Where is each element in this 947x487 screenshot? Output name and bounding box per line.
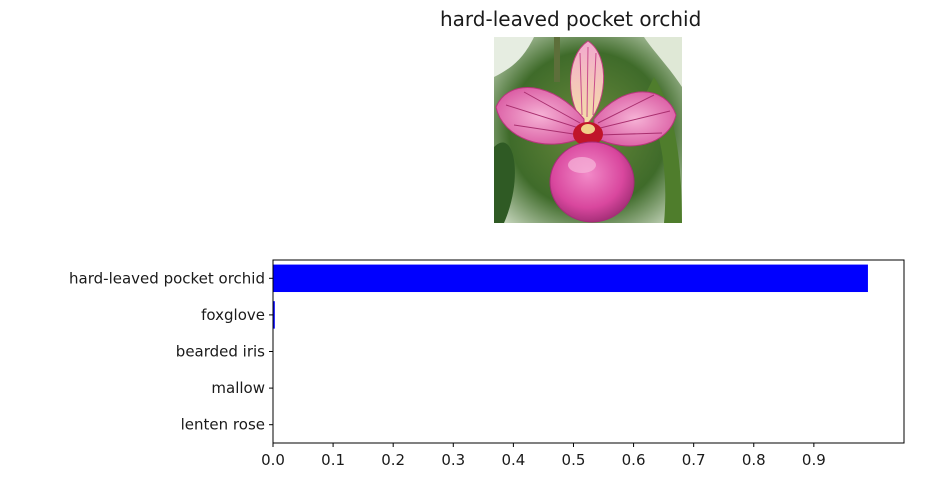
y-tick-label: hard-leaved pocket orchid [69,269,265,287]
bar-1 [273,301,275,329]
y-ticks: hard-leaved pocket orchid foxglove bearded… [69,269,273,434]
x-tick-label: 0.3 [441,451,465,469]
x-tick-label: 0.8 [742,451,766,469]
y-tick-label: bearded iris [176,343,265,361]
x-tick-label: 0.1 [321,451,345,469]
x-tick-label: 0.0 [261,451,285,469]
x-tick-label: 0.4 [501,451,525,469]
x-tick-label: 0.6 [622,451,646,469]
x-ticks: 0.0 0.1 0.2 0.3 0.4 0.5 0.6 0.7 0.8 0.9 [261,443,826,469]
x-tick-label: 0.5 [562,451,586,469]
orchid-photo [494,37,682,223]
figure-title: hard-leaved pocket orchid [440,6,740,32]
y-tick-label: foxglove [201,306,265,324]
y-tick-label: lenten rose [181,416,265,434]
bar-0 [273,264,868,293]
x-tick-label: 0.7 [682,451,706,469]
x-tick-label: 0.9 [802,451,826,469]
figure-title-text: hard-leaved pocket orchid [440,7,702,31]
bars-layer [273,264,868,439]
x-tick-label: 0.2 [381,451,405,469]
y-tick-label: mallow [211,379,265,397]
